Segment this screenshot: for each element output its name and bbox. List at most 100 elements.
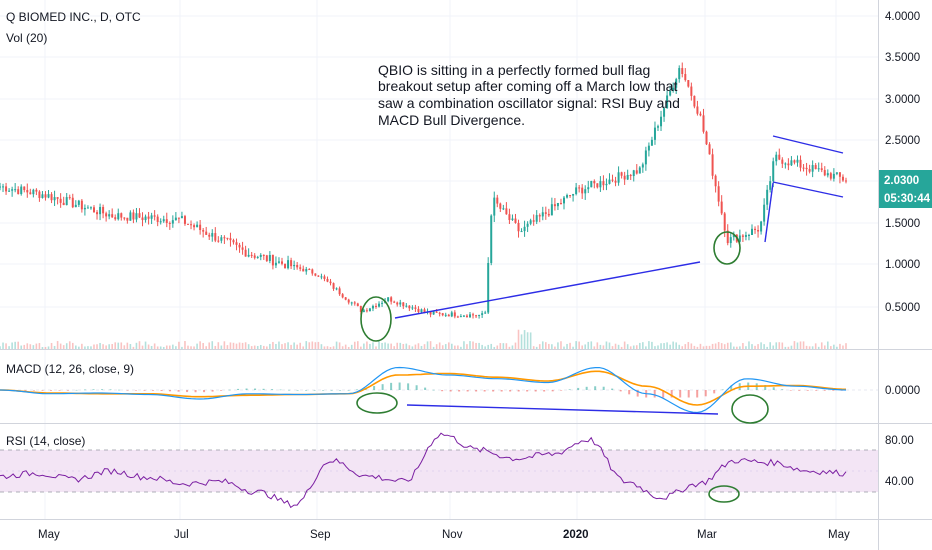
macd-hist-bar bbox=[611, 388, 614, 390]
signal-circles[interactable] bbox=[356, 231, 769, 503]
indicator-axis[interactable]: 0.0000 80.00 40.00 bbox=[885, 385, 920, 488]
bar-countdown: 05:30:44 bbox=[884, 193, 931, 205]
macd-hist-bar bbox=[211, 390, 214, 392]
analysis-note[interactable]: QBIO is sitting in a perfectly formed bu… bbox=[378, 62, 680, 128]
macd-hist-bar bbox=[373, 386, 376, 390]
volume-bar bbox=[760, 342, 762, 349]
volume-bar bbox=[717, 342, 720, 349]
trendlines[interactable] bbox=[394, 135, 844, 415]
candle-body bbox=[8, 190, 11, 192]
candle-body bbox=[99, 206, 102, 215]
candle-body bbox=[502, 208, 505, 210]
macd-hist-bar bbox=[577, 387, 580, 390]
volume-bar bbox=[169, 345, 171, 349]
candle-body bbox=[584, 189, 587, 194]
symbol-title[interactable]: Q BIOMED INC., D, OTC bbox=[6, 10, 141, 24]
macd-hist-bar bbox=[279, 389, 282, 391]
candle-body bbox=[511, 218, 514, 221]
time-axis[interactable]: May Jul Sep Nov 2020 Mar May bbox=[38, 529, 850, 541]
macd-hist-bar bbox=[305, 390, 308, 391]
rsi-indicator-label[interactable]: RSI (14, close) bbox=[6, 434, 85, 448]
time-tick: May bbox=[828, 529, 850, 541]
volume-bar bbox=[560, 341, 562, 349]
volume-bar bbox=[827, 341, 829, 349]
volume-bar bbox=[672, 341, 674, 349]
volume-bar bbox=[253, 345, 256, 349]
candle-body bbox=[435, 311, 438, 313]
candle-body bbox=[475, 315, 478, 317]
volume-bar bbox=[259, 344, 262, 349]
candle-body bbox=[657, 126, 659, 128]
macd-hist-bar bbox=[330, 390, 333, 391]
candle-body bbox=[499, 203, 502, 209]
volume-bar bbox=[181, 346, 183, 349]
candle-body bbox=[687, 80, 690, 87]
candle-body bbox=[311, 269, 314, 274]
volume-bar bbox=[787, 346, 790, 349]
rsi-march-circle bbox=[708, 485, 740, 503]
candle-body bbox=[268, 254, 271, 261]
volume-bar bbox=[247, 344, 250, 349]
macd-hist-bar bbox=[407, 383, 410, 390]
volume-bar bbox=[56, 341, 59, 349]
candle-body bbox=[153, 215, 156, 217]
candle-body bbox=[696, 106, 699, 114]
volume-bar bbox=[184, 341, 186, 349]
macd-hist-bar bbox=[169, 390, 172, 392]
volume-bar bbox=[693, 345, 696, 349]
candle-body bbox=[44, 194, 47, 198]
candle-body bbox=[832, 173, 835, 179]
macd-hist-bar bbox=[424, 387, 427, 390]
macd-hist-bar bbox=[568, 389, 571, 390]
candle-body bbox=[314, 273, 317, 276]
candle-body bbox=[390, 297, 393, 302]
candle-body bbox=[180, 216, 183, 219]
candle-body bbox=[287, 260, 290, 269]
macd-hist-bar bbox=[585, 386, 588, 390]
macd-hist-bar bbox=[534, 390, 537, 392]
macd-hist-bar bbox=[628, 390, 631, 395]
price-axis[interactable]: 4.0000 3.5000 3.0000 2.5000 1.5000 1.000… bbox=[885, 11, 920, 314]
candle-body bbox=[26, 190, 29, 193]
volume-indicator-label[interactable]: Vol (20) bbox=[6, 31, 47, 45]
candle-body bbox=[0, 186, 1, 188]
macd-indicator-label[interactable]: MACD (12, 26, close, 9) bbox=[6, 362, 134, 376]
volume-bar bbox=[396, 342, 399, 349]
volume-bar bbox=[557, 342, 559, 349]
bull-flag-upper-line bbox=[772, 135, 844, 154]
volume-bar bbox=[135, 342, 138, 349]
candle-body bbox=[590, 180, 593, 188]
volume-bar bbox=[68, 341, 71, 349]
volume-bar bbox=[153, 343, 156, 349]
volume-bar bbox=[736, 346, 738, 349]
volume-bar bbox=[369, 343, 371, 349]
candle-body bbox=[396, 302, 399, 305]
volume-bar bbox=[478, 342, 480, 349]
volume-bar bbox=[581, 345, 583, 349]
macd-hist-bar bbox=[288, 389, 291, 391]
volume-bar bbox=[235, 343, 238, 349]
volume-bar bbox=[793, 341, 796, 349]
candle-body bbox=[129, 212, 132, 221]
candle-body bbox=[356, 303, 359, 306]
volume-bar bbox=[666, 342, 668, 349]
volume-bar bbox=[675, 342, 677, 349]
macd-hist-bar bbox=[696, 390, 699, 398]
volume-bar bbox=[165, 345, 168, 349]
macd-hist-bar bbox=[152, 390, 155, 391]
candle-body bbox=[593, 180, 596, 184]
volume-bar bbox=[117, 342, 120, 349]
price-tick: 1.0000 bbox=[885, 259, 920, 271]
macd-hist-bar bbox=[67, 390, 70, 391]
macd-hist-bar bbox=[109, 389, 112, 391]
volume-bar bbox=[381, 342, 383, 349]
volume-bar bbox=[833, 344, 835, 349]
candle-body bbox=[89, 207, 92, 209]
candle-body bbox=[699, 113, 702, 116]
volume-bar bbox=[739, 346, 741, 349]
macd-hist-bar bbox=[560, 390, 563, 391]
volume-bar bbox=[754, 345, 756, 349]
candle-body bbox=[326, 278, 329, 282]
candle-body bbox=[520, 231, 523, 233]
